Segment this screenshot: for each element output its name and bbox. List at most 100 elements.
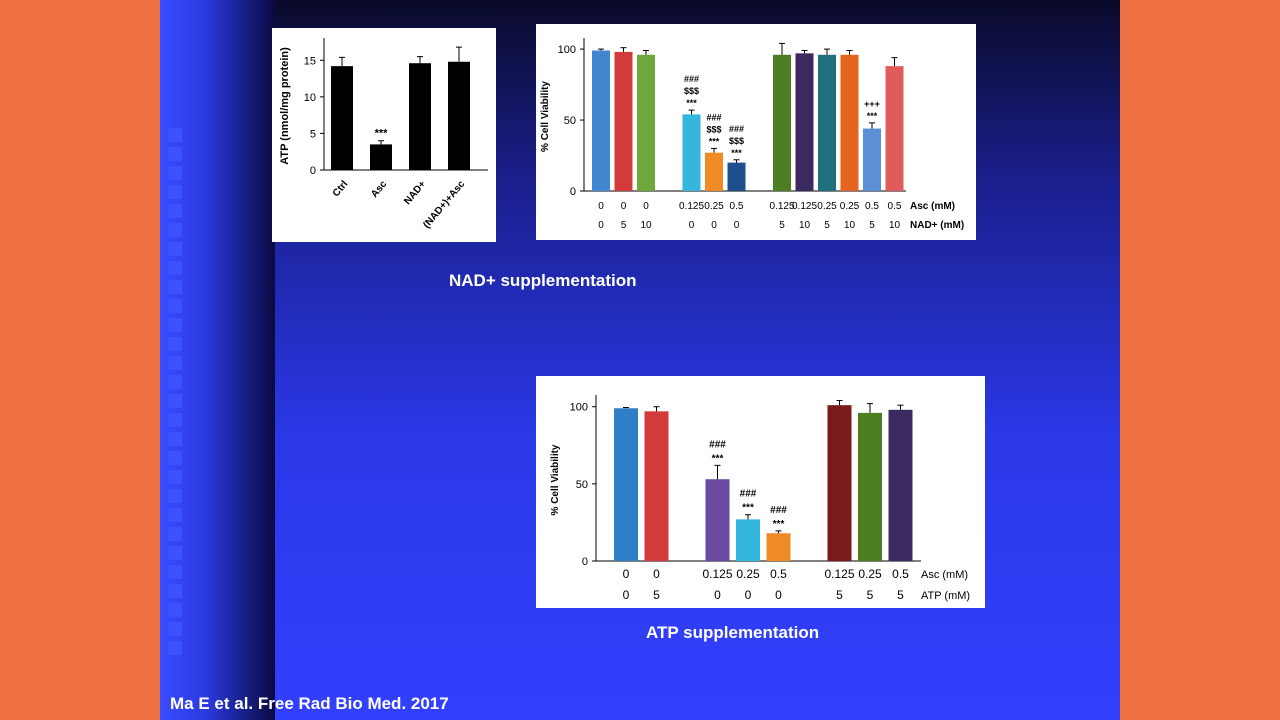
row2-label: 5 [824, 220, 830, 231]
sidebar-square [168, 603, 182, 617]
row1-label: 0.125 [769, 201, 794, 212]
bar [818, 54, 836, 192]
row2-label: 0 [689, 220, 695, 231]
bar [637, 54, 655, 192]
row1-label: 0.25 [858, 567, 882, 581]
row1-label: 0 [598, 201, 604, 212]
sidebar-square [168, 185, 182, 199]
significance-label: *** [773, 519, 785, 530]
significance-label: +++ [864, 99, 880, 109]
bar [644, 411, 669, 561]
row1-label: 0.25 [817, 201, 837, 212]
row2-label: 5 [621, 220, 627, 231]
significance-label: *** [709, 136, 720, 146]
row2-label: 5 [869, 220, 875, 231]
significance-label: ### [729, 124, 744, 134]
y-tick-label: 0 [582, 556, 588, 568]
row1-label: 0.5 [865, 201, 879, 212]
sidebar-square [168, 641, 182, 655]
row1-label: 0 [623, 567, 630, 581]
row2-label: 10 [799, 220, 811, 231]
row2-label: 0 [714, 588, 721, 602]
y-tick-label: 0 [570, 186, 576, 198]
sidebar-square [168, 318, 182, 332]
row1-label: 0.5 [770, 567, 787, 581]
y-tick-label: 5 [310, 128, 316, 140]
y-tick-label: 50 [564, 115, 576, 127]
bar [795, 53, 814, 191]
atp-bar-chart: 0 5 10 15 ATP (nmol/mg protein) *** Ctrl Asc NAD… [279, 38, 488, 231]
row2-label: 5 [836, 588, 843, 602]
significance-label: $$$ [684, 86, 699, 96]
row1-label: 0.25 [704, 201, 724, 212]
significance-label: *** [712, 453, 724, 464]
significance-label: ### [740, 489, 757, 500]
row2-label: 0 [734, 220, 740, 231]
row1-label: 0 [653, 567, 660, 581]
row2-label: 5 [653, 588, 660, 602]
bar [827, 405, 852, 561]
bar [888, 409, 913, 561]
bar [885, 66, 904, 191]
bar [840, 54, 859, 192]
significance-label: ### [706, 112, 721, 122]
bar [773, 54, 791, 192]
row2-label: 10 [889, 220, 901, 231]
bar [858, 412, 882, 561]
sidebar-square [168, 261, 182, 275]
row2-label: 5 [779, 220, 785, 231]
bar [592, 50, 610, 192]
row2-label: 0 [775, 588, 782, 602]
row1-label: 0.5 [730, 201, 744, 212]
sidebar-square [168, 451, 182, 465]
bar [736, 519, 760, 561]
reference-citation: Ma E et al. Free Rad Bio Med. 2017 [170, 694, 449, 713]
significance-label: *** [731, 148, 742, 158]
row1-label: 0.125 [679, 201, 704, 212]
sidebar-square [168, 527, 182, 541]
bar [705, 152, 723, 191]
sidebar-square [168, 489, 182, 503]
sidebar-square [168, 147, 182, 161]
bar [409, 63, 431, 171]
row2-label: 10 [640, 220, 652, 231]
row1-label: 0.5 [888, 201, 902, 212]
sidebar-square [168, 242, 182, 256]
significance-label: ### [684, 74, 699, 84]
sidebar-square [168, 470, 182, 484]
sidebar-square [168, 508, 182, 522]
row2-label: 0 [745, 588, 752, 602]
significance-label: *** [867, 111, 878, 121]
row1-label: 0.125 [824, 567, 854, 581]
sidebar-square [168, 546, 182, 560]
sidebar-square [168, 356, 182, 370]
sidebar-square [168, 299, 182, 313]
row2-label: 0 [623, 588, 630, 602]
bar [863, 128, 881, 191]
row1-label: 0.125 [702, 567, 732, 581]
x-tick-label: Ctrl [331, 179, 351, 199]
row1-label: 0 [643, 201, 649, 212]
y-axis-label: ATP (nmol/mg protein) [279, 47, 291, 165]
row2-label: 0 [711, 220, 717, 231]
atp-caption: ATP supplementation [646, 623, 820, 642]
row2-title: ATP (mM) [921, 590, 970, 602]
significance-label: ### [709, 439, 726, 450]
bar [448, 61, 470, 170]
bar [331, 66, 353, 170]
row2-label: 5 [897, 588, 904, 602]
significance-label: *** [742, 503, 754, 514]
sidebar-decoration [160, 0, 275, 720]
sidebar-square [168, 128, 182, 142]
row1-title: Asc (mM) [921, 569, 968, 581]
sidebar-square [168, 432, 182, 446]
row2-label: 0 [598, 220, 604, 231]
row2-label: 10 [844, 220, 856, 231]
y-tick-label: 50 [576, 479, 588, 491]
y-tick-label: 10 [304, 92, 316, 104]
nad-viability-chart-panel: 0 50 100% Cell Viability ### $$$ *** ### $$$ ***… [536, 24, 976, 240]
row2-title: NAD+ (mM) [910, 220, 964, 231]
y-tick-label: 100 [570, 402, 588, 414]
